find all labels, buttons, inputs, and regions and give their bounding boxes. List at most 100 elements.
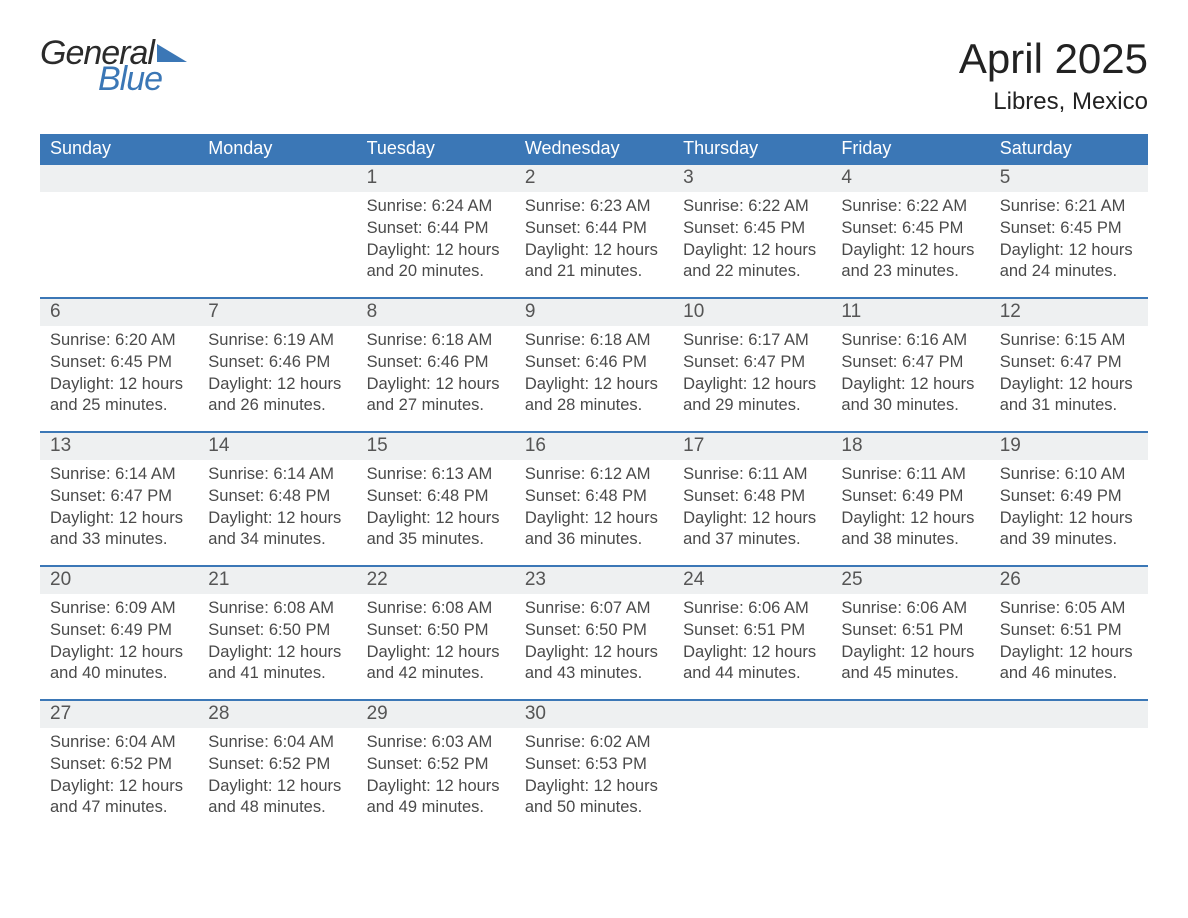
- day-body: Sunrise: 6:03 AMSunset: 6:52 PMDaylight:…: [357, 728, 515, 819]
- daylight-line: Daylight: 12 hours and 22 minutes.: [683, 240, 821, 284]
- day-body: [40, 192, 198, 276]
- day-number: 7: [198, 299, 356, 326]
- day-number: 6: [40, 299, 198, 326]
- page-header: General Blue April 2025 Libres, Mexico: [40, 36, 1148, 116]
- calendar-week-row: 6Sunrise: 6:20 AMSunset: 6:45 PMDaylight…: [40, 298, 1148, 432]
- day-number: 4: [831, 165, 989, 192]
- weekday-header: Tuesday: [357, 134, 515, 164]
- day-body: Sunrise: 6:18 AMSunset: 6:46 PMDaylight:…: [515, 326, 673, 417]
- sunrise-line: Sunrise: 6:20 AM: [50, 330, 188, 352]
- weekday-header: Friday: [831, 134, 989, 164]
- calendar-day-cell: 8Sunrise: 6:18 AMSunset: 6:46 PMDaylight…: [357, 298, 515, 432]
- calendar-day-cell: 2Sunrise: 6:23 AMSunset: 6:44 PMDaylight…: [515, 164, 673, 298]
- sunset-line: Sunset: 6:44 PM: [367, 218, 505, 240]
- day-body: Sunrise: 6:22 AMSunset: 6:45 PMDaylight:…: [673, 192, 831, 283]
- day-body: Sunrise: 6:15 AMSunset: 6:47 PMDaylight:…: [990, 326, 1148, 417]
- day-body: [673, 728, 831, 812]
- weekday-header: Thursday: [673, 134, 831, 164]
- calendar-day-cell: 28Sunrise: 6:04 AMSunset: 6:52 PMDayligh…: [198, 700, 356, 833]
- day-number: 15: [357, 433, 515, 460]
- sunset-line: Sunset: 6:49 PM: [841, 486, 979, 508]
- calendar-day-cell: 13Sunrise: 6:14 AMSunset: 6:47 PMDayligh…: [40, 432, 198, 566]
- calendar-day-cell: [990, 700, 1148, 833]
- daylight-line: Daylight: 12 hours and 27 minutes.: [367, 374, 505, 418]
- calendar-day-cell: [40, 164, 198, 298]
- sunset-line: Sunset: 6:50 PM: [208, 620, 346, 642]
- sunrise-line: Sunrise: 6:19 AM: [208, 330, 346, 352]
- day-number: 26: [990, 567, 1148, 594]
- calendar-day-cell: 18Sunrise: 6:11 AMSunset: 6:49 PMDayligh…: [831, 432, 989, 566]
- calendar-day-cell: 23Sunrise: 6:07 AMSunset: 6:50 PMDayligh…: [515, 566, 673, 700]
- daylight-line: Daylight: 12 hours and 21 minutes.: [525, 240, 663, 284]
- day-body: Sunrise: 6:11 AMSunset: 6:48 PMDaylight:…: [673, 460, 831, 551]
- daylight-line: Daylight: 12 hours and 25 minutes.: [50, 374, 188, 418]
- calendar-day-cell: 6Sunrise: 6:20 AMSunset: 6:45 PMDaylight…: [40, 298, 198, 432]
- day-body: Sunrise: 6:20 AMSunset: 6:45 PMDaylight:…: [40, 326, 198, 417]
- sunset-line: Sunset: 6:45 PM: [50, 352, 188, 374]
- calendar-day-cell: 30Sunrise: 6:02 AMSunset: 6:53 PMDayligh…: [515, 700, 673, 833]
- sunset-line: Sunset: 6:51 PM: [683, 620, 821, 642]
- page-title: April 2025: [959, 36, 1148, 82]
- day-body: Sunrise: 6:08 AMSunset: 6:50 PMDaylight:…: [198, 594, 356, 685]
- sunset-line: Sunset: 6:49 PM: [1000, 486, 1138, 508]
- calendar-day-cell: [198, 164, 356, 298]
- day-number: 21: [198, 567, 356, 594]
- day-number: 1: [357, 165, 515, 192]
- daylight-line: Daylight: 12 hours and 40 minutes.: [50, 642, 188, 686]
- day-number: 29: [357, 701, 515, 728]
- day-number: 16: [515, 433, 673, 460]
- sunset-line: Sunset: 6:45 PM: [841, 218, 979, 240]
- sunrise-line: Sunrise: 6:04 AM: [50, 732, 188, 754]
- sunset-line: Sunset: 6:52 PM: [367, 754, 505, 776]
- day-number: 23: [515, 567, 673, 594]
- day-number: 5: [990, 165, 1148, 192]
- day-body: Sunrise: 6:04 AMSunset: 6:52 PMDaylight:…: [198, 728, 356, 819]
- day-number: 8: [357, 299, 515, 326]
- calendar-week-row: 27Sunrise: 6:04 AMSunset: 6:52 PMDayligh…: [40, 700, 1148, 833]
- day-body: Sunrise: 6:22 AMSunset: 6:45 PMDaylight:…: [831, 192, 989, 283]
- sunrise-line: Sunrise: 6:24 AM: [367, 196, 505, 218]
- sunrise-line: Sunrise: 6:14 AM: [208, 464, 346, 486]
- day-body: Sunrise: 6:09 AMSunset: 6:49 PMDaylight:…: [40, 594, 198, 685]
- calendar-week-row: 13Sunrise: 6:14 AMSunset: 6:47 PMDayligh…: [40, 432, 1148, 566]
- sunrise-line: Sunrise: 6:13 AM: [367, 464, 505, 486]
- calendar-day-cell: 16Sunrise: 6:12 AMSunset: 6:48 PMDayligh…: [515, 432, 673, 566]
- daylight-line: Daylight: 12 hours and 35 minutes.: [367, 508, 505, 552]
- sunrise-line: Sunrise: 6:06 AM: [683, 598, 821, 620]
- day-body: Sunrise: 6:13 AMSunset: 6:48 PMDaylight:…: [357, 460, 515, 551]
- calendar-header-row: SundayMondayTuesdayWednesdayThursdayFrid…: [40, 134, 1148, 164]
- sunrise-line: Sunrise: 6:22 AM: [841, 196, 979, 218]
- daylight-line: Daylight: 12 hours and 20 minutes.: [367, 240, 505, 284]
- sunrise-line: Sunrise: 6:15 AM: [1000, 330, 1138, 352]
- sunrise-line: Sunrise: 6:08 AM: [367, 598, 505, 620]
- calendar-day-cell: 1Sunrise: 6:24 AMSunset: 6:44 PMDaylight…: [357, 164, 515, 298]
- sunset-line: Sunset: 6:46 PM: [525, 352, 663, 374]
- calendar-day-cell: [831, 700, 989, 833]
- page-location: Libres, Mexico: [959, 88, 1148, 116]
- day-number: 14: [198, 433, 356, 460]
- weekday-header: Saturday: [990, 134, 1148, 164]
- sunrise-line: Sunrise: 6:18 AM: [367, 330, 505, 352]
- daylight-line: Daylight: 12 hours and 23 minutes.: [841, 240, 979, 284]
- weekday-header: Monday: [198, 134, 356, 164]
- sunset-line: Sunset: 6:47 PM: [683, 352, 821, 374]
- sunrise-line: Sunrise: 6:08 AM: [208, 598, 346, 620]
- sunset-line: Sunset: 6:48 PM: [208, 486, 346, 508]
- title-block: April 2025 Libres, Mexico: [959, 36, 1148, 116]
- day-body: Sunrise: 6:05 AMSunset: 6:51 PMDaylight:…: [990, 594, 1148, 685]
- sunset-line: Sunset: 6:44 PM: [525, 218, 663, 240]
- sunset-line: Sunset: 6:46 PM: [208, 352, 346, 374]
- daylight-line: Daylight: 12 hours and 48 minutes.: [208, 776, 346, 820]
- sunset-line: Sunset: 6:47 PM: [1000, 352, 1138, 374]
- day-body: [990, 728, 1148, 812]
- daylight-line: Daylight: 12 hours and 46 minutes.: [1000, 642, 1138, 686]
- day-body: Sunrise: 6:06 AMSunset: 6:51 PMDaylight:…: [673, 594, 831, 685]
- daylight-line: Daylight: 12 hours and 24 minutes.: [1000, 240, 1138, 284]
- day-body: Sunrise: 6:24 AMSunset: 6:44 PMDaylight:…: [357, 192, 515, 283]
- day-body: Sunrise: 6:23 AMSunset: 6:44 PMDaylight:…: [515, 192, 673, 283]
- daylight-line: Daylight: 12 hours and 30 minutes.: [841, 374, 979, 418]
- calendar-day-cell: 12Sunrise: 6:15 AMSunset: 6:47 PMDayligh…: [990, 298, 1148, 432]
- calendar-day-cell: 15Sunrise: 6:13 AMSunset: 6:48 PMDayligh…: [357, 432, 515, 566]
- day-number: 17: [673, 433, 831, 460]
- day-body: [831, 728, 989, 812]
